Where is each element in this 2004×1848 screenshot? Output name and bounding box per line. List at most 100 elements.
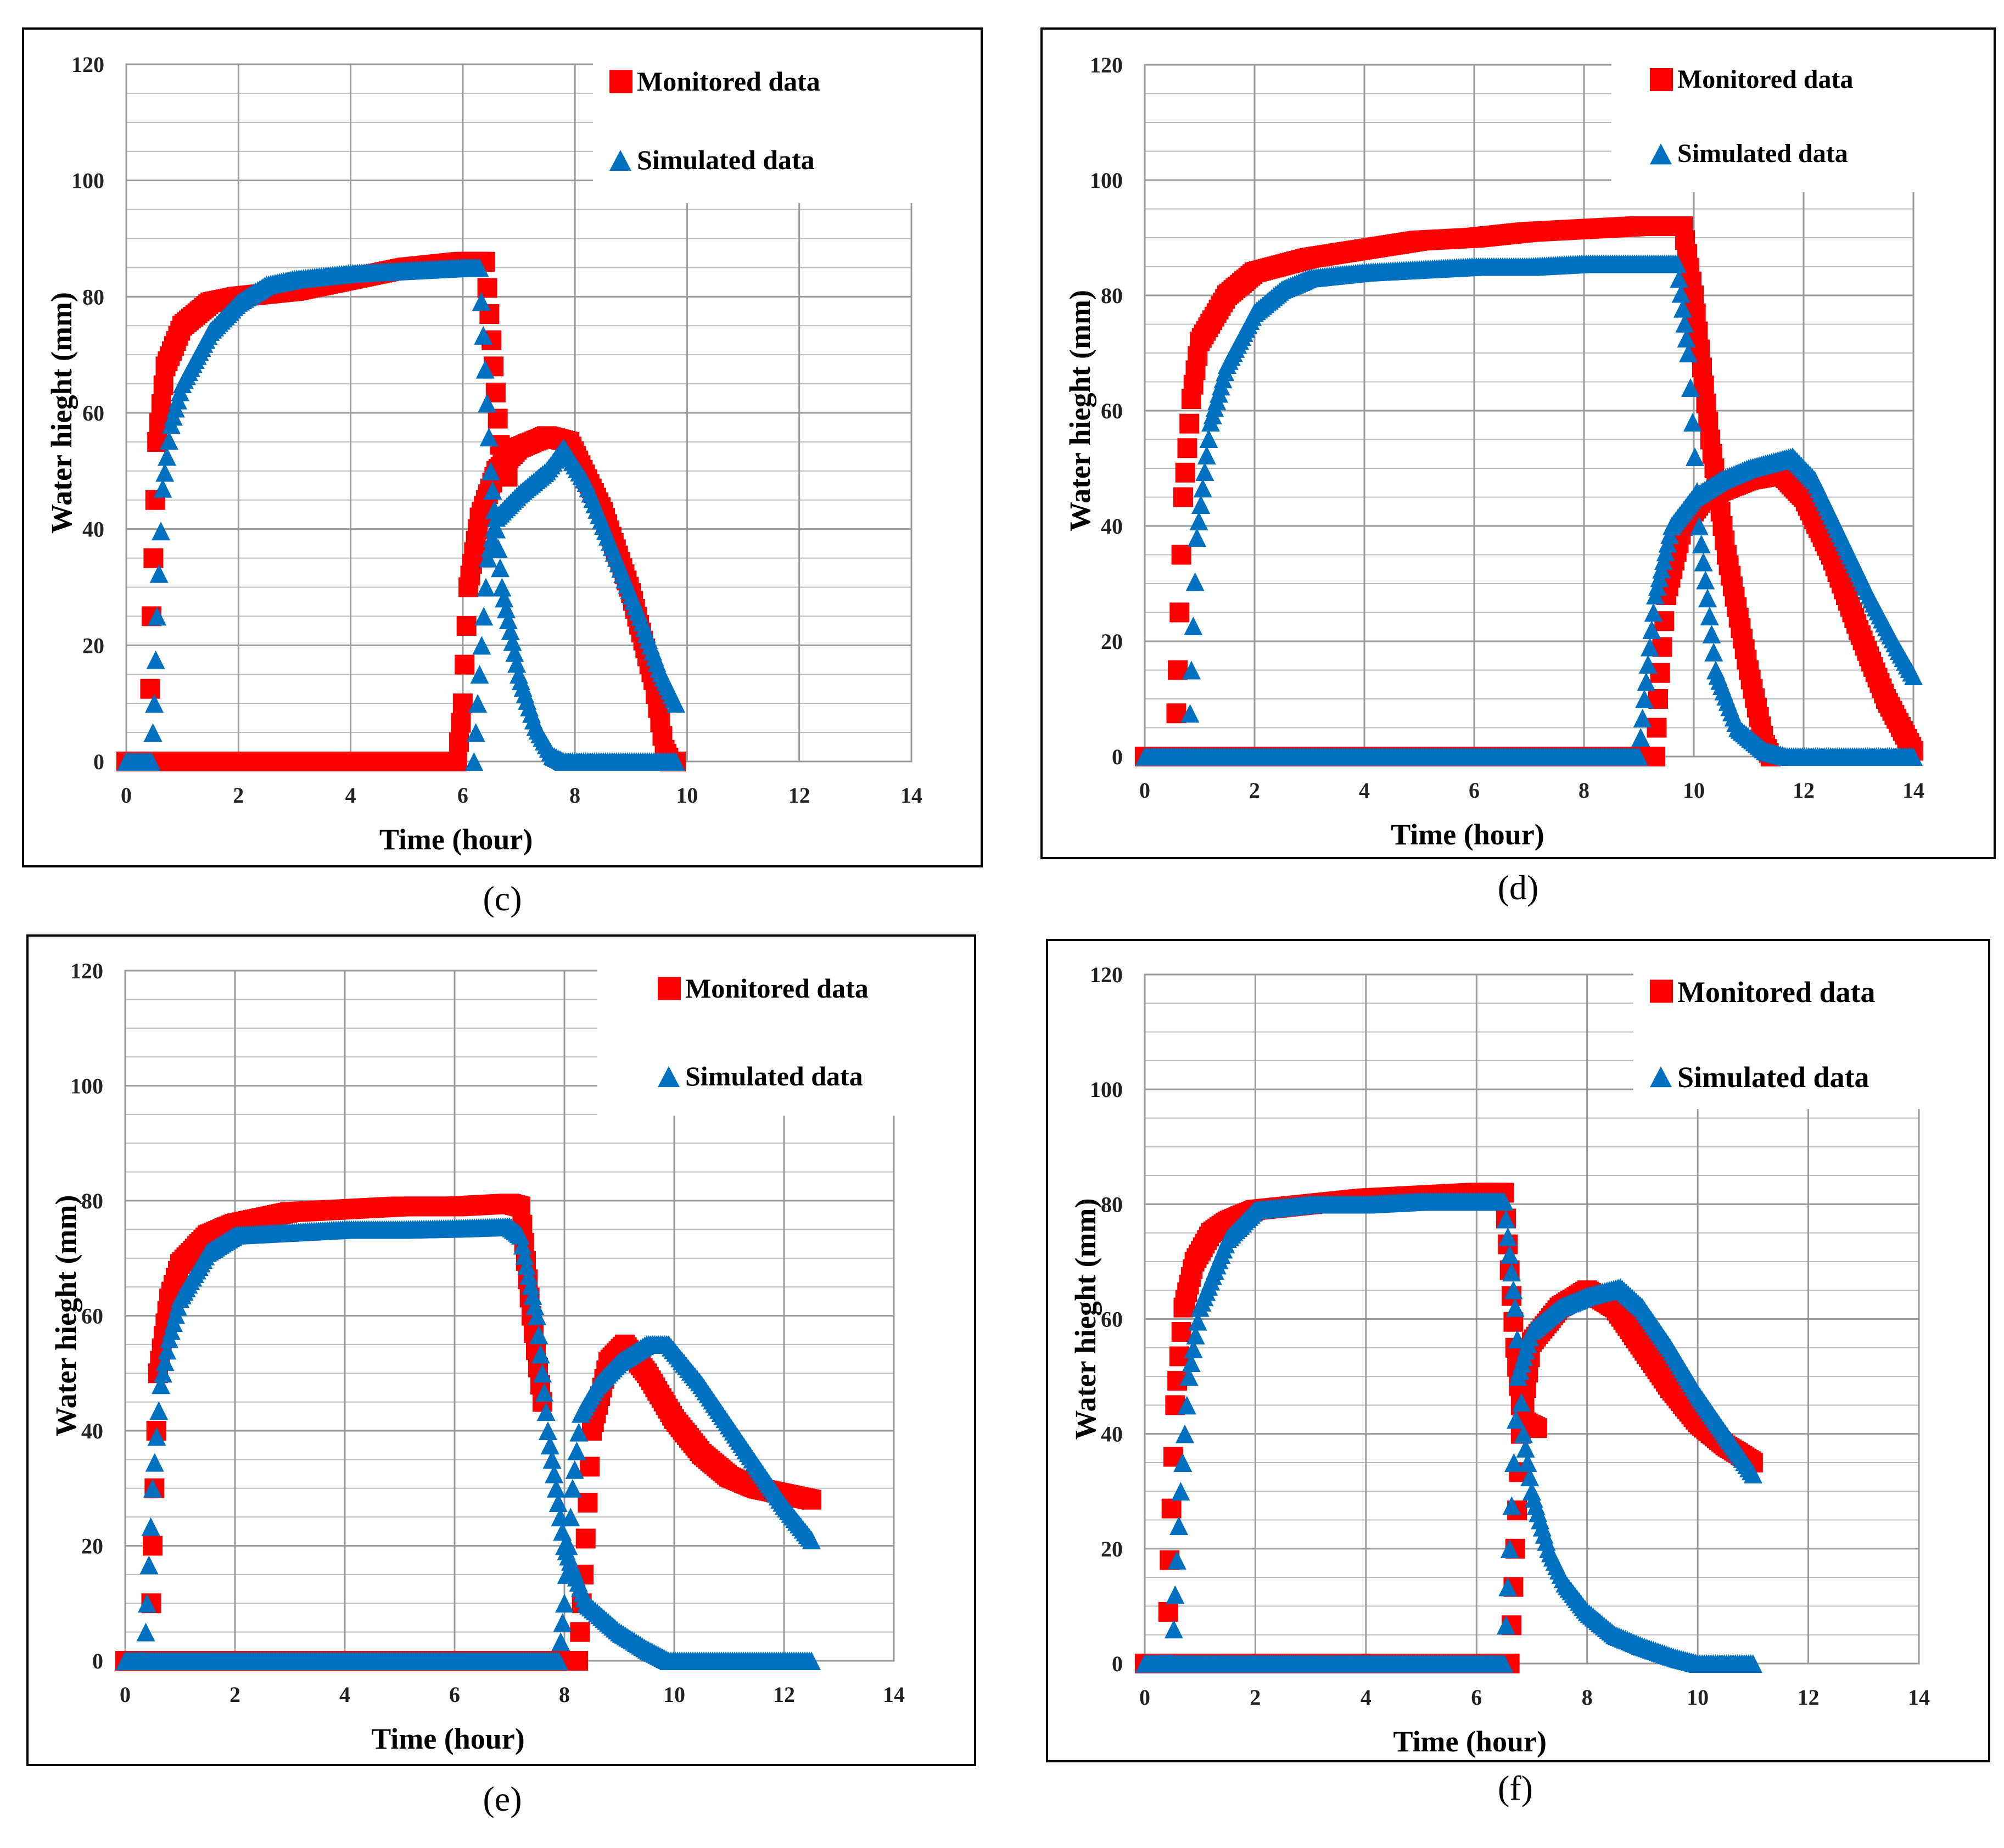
data-point-simulated bbox=[531, 1345, 550, 1364]
data-point-simulated bbox=[468, 694, 488, 713]
data-point-simulated bbox=[542, 1450, 562, 1469]
data-point-simulated bbox=[153, 1364, 172, 1383]
data-point-simulated bbox=[1188, 528, 1206, 547]
y-tick-label: 60 bbox=[82, 401, 104, 425]
y-axis-title: Water hieght (mm) bbox=[1069, 1199, 1102, 1440]
y-tick-label: 40 bbox=[1101, 514, 1123, 539]
data-point-simulated bbox=[1500, 1245, 1519, 1264]
data-point-simulated bbox=[1498, 1227, 1518, 1246]
data-point-monitored bbox=[151, 394, 171, 415]
data-point-simulated bbox=[139, 1555, 159, 1575]
data-point-simulated bbox=[802, 1651, 821, 1670]
legend-label-simulated: Simulated data bbox=[1677, 1061, 1869, 1094]
x-tick-label: 14 bbox=[900, 783, 922, 808]
data-point-simulated bbox=[511, 1225, 530, 1245]
legend-marker-simulated bbox=[1650, 1066, 1672, 1088]
data-point-monitored bbox=[143, 548, 164, 568]
data-point-monitored bbox=[1177, 438, 1197, 458]
data-point-simulated bbox=[1184, 1339, 1203, 1358]
x-tick-label: 8 bbox=[1582, 1685, 1593, 1710]
data-point-simulated bbox=[1494, 1654, 1514, 1673]
data-point-monitored bbox=[1647, 718, 1667, 738]
x-tick-label: 2 bbox=[233, 783, 244, 808]
data-point-simulated bbox=[470, 665, 489, 684]
data-point-simulated bbox=[1186, 1325, 1205, 1345]
data-point-simulated bbox=[1642, 620, 1661, 639]
data-point-simulated bbox=[1497, 1616, 1515, 1635]
data-point-simulated bbox=[495, 589, 514, 608]
data-point-simulated bbox=[483, 481, 502, 500]
caption-text: (c) bbox=[483, 879, 522, 918]
data-point-simulated bbox=[474, 607, 494, 626]
y-tick-label: 20 bbox=[81, 1534, 103, 1559]
x-tick-label: 4 bbox=[1359, 778, 1370, 803]
data-point-monitored bbox=[449, 732, 469, 752]
data-point-simulated bbox=[479, 428, 499, 447]
data-point-simulated bbox=[1690, 517, 1709, 535]
x-tick-label: 6 bbox=[449, 1682, 460, 1707]
y-tick-label: 40 bbox=[1101, 1422, 1123, 1447]
data-point-monitored bbox=[575, 1528, 596, 1549]
data-point-simulated bbox=[476, 578, 495, 597]
data-point-simulated bbox=[525, 1296, 545, 1315]
x-tick-label: 6 bbox=[1469, 778, 1480, 803]
chart-svg-d: 0 20 40 60 80 100 120 0 2 4 6 8 10 12 14 Time (hour) Wat… bbox=[1040, 27, 1996, 859]
data-point-simulated bbox=[1166, 1585, 1185, 1604]
data-point-monitored bbox=[568, 1651, 588, 1671]
data-point-simulated bbox=[667, 694, 685, 713]
data-point-simulated bbox=[1497, 1209, 1515, 1229]
data-point-simulated bbox=[1679, 344, 1698, 362]
data-point-monitored bbox=[1173, 487, 1193, 507]
data-point-monitored bbox=[570, 1622, 590, 1642]
data-point-simulated bbox=[1185, 572, 1205, 591]
panel-caption-f: (f) bbox=[1460, 1768, 1570, 1808]
x-tick-label: 8 bbox=[559, 1682, 570, 1707]
data-point-simulated bbox=[1743, 1464, 1762, 1483]
data-point-simulated bbox=[1675, 313, 1694, 333]
data-point-simulated bbox=[1681, 378, 1700, 397]
data-point-monitored bbox=[1698, 411, 1718, 432]
data-point-simulated bbox=[151, 522, 170, 541]
data-point-monitored bbox=[153, 375, 173, 395]
data-point-simulated bbox=[1188, 1312, 1207, 1331]
data-point-simulated bbox=[1671, 284, 1690, 303]
data-point-simulated bbox=[1635, 690, 1654, 708]
data-point-simulated bbox=[1512, 1393, 1531, 1412]
panel-caption-c: (c) bbox=[447, 878, 557, 919]
data-point-monitored bbox=[456, 616, 477, 636]
data-point-simulated bbox=[149, 1401, 169, 1420]
y-tick-label: 80 bbox=[81, 1189, 103, 1213]
data-point-simulated bbox=[475, 360, 495, 379]
y-tick-label: 60 bbox=[1101, 399, 1123, 423]
y-tick-label: 80 bbox=[1101, 283, 1123, 308]
data-point-simulated bbox=[517, 1256, 536, 1275]
data-point-simulated bbox=[1505, 1298, 1525, 1317]
y-tick-label: 40 bbox=[82, 517, 104, 542]
data-point-simulated bbox=[561, 1508, 580, 1527]
data-point-simulated bbox=[1686, 447, 1704, 466]
data-point-simulated bbox=[1638, 655, 1658, 674]
data-point-simulated bbox=[478, 548, 497, 568]
data-point-simulated bbox=[1698, 589, 1717, 608]
data-point-simulated bbox=[499, 611, 518, 630]
data-point-simulated bbox=[507, 654, 527, 673]
data-point-monitored bbox=[451, 713, 471, 733]
data-point-simulated bbox=[565, 1460, 584, 1479]
x-tick-label: 12 bbox=[773, 1682, 795, 1707]
x-tick-label: 0 bbox=[1139, 778, 1150, 803]
data-point-simulated bbox=[1164, 1620, 1183, 1639]
data-point-simulated bbox=[553, 1522, 572, 1541]
legend-label-simulated: Simulated data bbox=[685, 1061, 863, 1091]
x-tick-label: 12 bbox=[1798, 1685, 1820, 1710]
data-point-simulated bbox=[143, 1479, 162, 1498]
data-point-simulated bbox=[1193, 479, 1212, 497]
chart-panel-d: 0 20 40 60 80 100 120 0 2 4 6 8 10 12 14 Time (hour) Wat… bbox=[1040, 27, 1996, 859]
data-point-simulated bbox=[1177, 1396, 1196, 1415]
legend-label-monitored: Monitored data bbox=[685, 973, 869, 1004]
data-point-monitored bbox=[1171, 1322, 1191, 1342]
y-tick-label: 0 bbox=[1112, 1651, 1123, 1676]
x-tick-label: 6 bbox=[457, 783, 468, 808]
x-axis-title: Time (hour) bbox=[1393, 1725, 1547, 1758]
data-point-simulated bbox=[1179, 1367, 1199, 1386]
data-point-monitored bbox=[802, 1489, 821, 1510]
